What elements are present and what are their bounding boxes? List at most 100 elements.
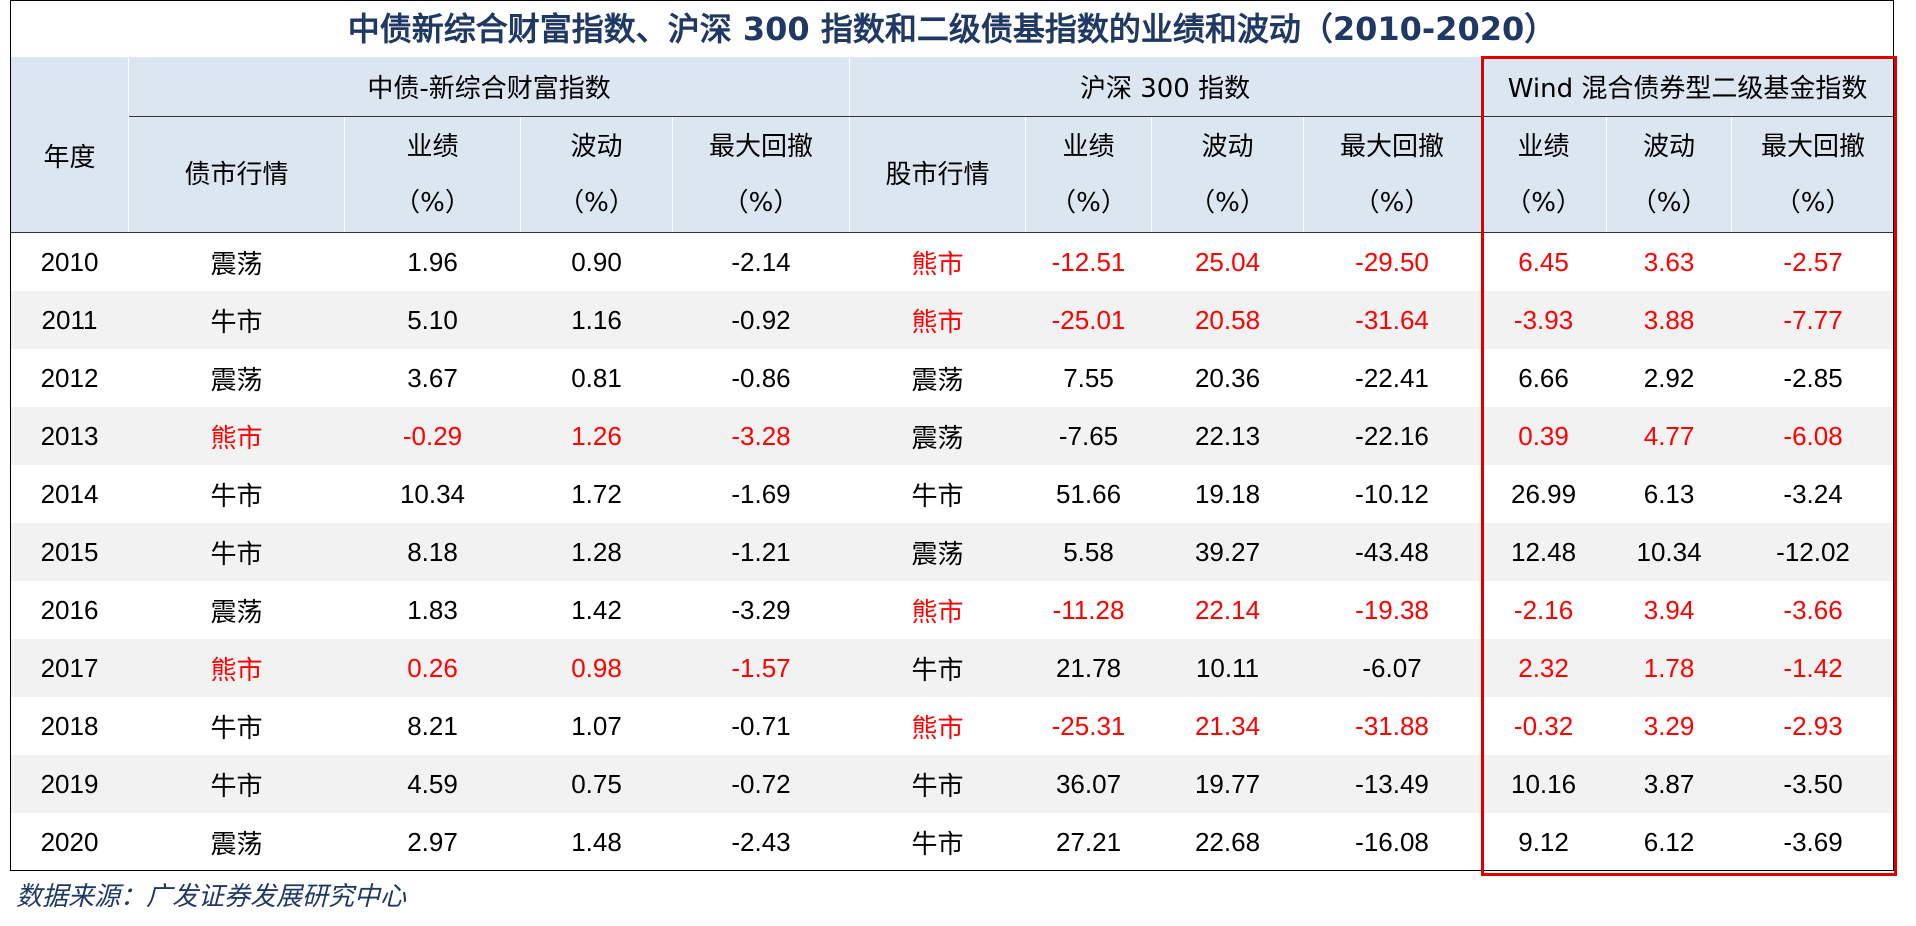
- column-label: 债市行情: [184, 159, 289, 190]
- column-unit: （%）: [1050, 187, 1127, 218]
- column-header: 业绩 （%）: [1480, 116, 1608, 233]
- cell: 2.97: [407, 826, 458, 857]
- table-row: 2015 牛市 8.18 1.28 -1.21 震荡 5.58 39.27 -43.48 12.4…: [10, 523, 1895, 581]
- cell: 19.18: [1194, 478, 1261, 509]
- column-header: 股市行情: [849, 116, 1027, 233]
- cell: 21.34: [1194, 710, 1261, 741]
- cell: -11.28: [1052, 594, 1125, 625]
- cell: 震荡: [210, 249, 263, 280]
- cell: 牛市: [128, 523, 345, 581]
- column-unit: （%）: [1189, 187, 1266, 218]
- year-cell: 2012: [40, 362, 99, 393]
- group-header: 中债-新综合财富指数: [127, 56, 851, 117]
- column-unit: （%）: [1353, 187, 1431, 218]
- table-row: 2017 熊市 0.26 0.98 -1.57 牛市 21.78 10.11 -6.07 2.32…: [10, 639, 1895, 697]
- column-header: 最大回撤 （%）: [671, 116, 851, 233]
- cell: 8.21: [407, 710, 458, 741]
- cell: -3.24: [1783, 478, 1843, 509]
- cell: -25.31: [1051, 710, 1126, 741]
- cell: -1.42: [1731, 639, 1895, 697]
- cell: 牛市: [128, 291, 345, 349]
- cell: -6.08: [1731, 407, 1895, 465]
- cell: 10.11: [1151, 639, 1304, 697]
- cell: 36.07: [1025, 755, 1152, 813]
- cell: 0.39: [1480, 407, 1607, 465]
- cell: -2.16: [1513, 594, 1574, 625]
- table-row: 2012 震荡 3.67 0.81 -0.86 震荡 7.55 20.36 -22.41 6.66…: [11, 349, 1895, 407]
- cell: 牛市: [849, 639, 1026, 697]
- cell: 22.68: [1194, 826, 1261, 857]
- table-body: 2010 震荡 1.96 0.90 -2.14 熊市 -12.51 25.04 -29.50 6.…: [10, 233, 1895, 872]
- cell: 5.10: [344, 291, 521, 349]
- group-header: Wind 混合债券型二级基金指数: [1480, 56, 1896, 117]
- cell: -7.65: [1025, 407, 1152, 465]
- cell: -2.93: [1783, 710, 1843, 741]
- cell: -0.86: [731, 362, 791, 393]
- cell: 震荡: [849, 523, 1026, 581]
- cell: 3.94: [1643, 594, 1695, 625]
- column-header: 波动 （%）: [1606, 116, 1733, 233]
- column-unit: （%）: [722, 187, 800, 218]
- cell: -25.01: [1025, 291, 1152, 349]
- highlight-box: [1481, 56, 1897, 876]
- cell: -1.21: [672, 523, 850, 581]
- cell: -10.12: [1355, 478, 1429, 509]
- cell: 5.58: [1025, 523, 1152, 581]
- year-cell: 2014: [40, 478, 99, 509]
- table-row: 2013 熊市 -0.29 1.26 -3.28 震荡 -7.65 22.13 -22.16 0.…: [10, 407, 1895, 465]
- cell: 6.12: [1643, 826, 1695, 857]
- cell: 0.90: [571, 246, 622, 277]
- cell: 7.55: [1063, 362, 1114, 393]
- cell: -22.16: [1303, 407, 1481, 465]
- cell: -31.88: [1355, 710, 1429, 741]
- column-label: 波动: [570, 131, 623, 162]
- cell: -12.51: [1051, 246, 1126, 277]
- cell: 26.99: [1511, 478, 1577, 509]
- cell: -2.85: [1783, 362, 1843, 393]
- cell: 牛市: [210, 481, 263, 512]
- year-cell: 2018: [40, 710, 99, 741]
- year-cell: 2017: [10, 639, 129, 697]
- column-unit: （%）: [558, 187, 635, 218]
- table-row: 2011 牛市 5.10 1.16 -0.92 熊市 -25.01 20.58 -31.64 -3…: [10, 291, 1895, 349]
- cell: -29.50: [1355, 246, 1429, 277]
- table-row: 2014 牛市 10.34 1.72 -1.69 牛市 51.66 19.18 -10.12 26…: [11, 465, 1895, 523]
- table-row: 2016 震荡 1.83 1.42 -3.29 熊市 -11.28 22.14 -19.38 -2…: [11, 581, 1895, 639]
- column-header: 最大回撤 （%）: [1303, 116, 1482, 233]
- column-header-row: 债市行情 业绩 （%） 波动 （%） 最大回撤 （%） 股市行情 业绩 （%） 波动 （%） 最大回撤 （…: [11, 116, 1896, 233]
- cell: 25.04: [1194, 246, 1261, 277]
- group-header: 沪深 300 指数: [849, 56, 1482, 117]
- table-row: 2020 震荡 2.97 1.48 -2.43 牛市 27.21 22.68 -16.08 9.1…: [11, 813, 1895, 871]
- cell: 牛市: [128, 755, 345, 813]
- table-row: 2010 震荡 1.96 0.90 -2.14 熊市 -12.51 25.04 -29.50 6.…: [11, 233, 1895, 292]
- column-header: 最大回撤 （%）: [1731, 116, 1896, 233]
- data-table: 年度 中债-新综合财富指数 沪深 300 指数 Wind 混合债券型二级基金指数 债…: [10, 56, 1896, 872]
- year-cell: 2011: [10, 291, 129, 349]
- cell: 21.78: [1025, 639, 1152, 697]
- cell: -3.28: [672, 407, 850, 465]
- cell: -0.32: [1513, 710, 1574, 741]
- column-header: 波动 （%）: [1151, 116, 1305, 233]
- year-cell: 2010: [40, 246, 99, 277]
- cell: 3.87: [1606, 755, 1732, 813]
- year-header: 年度: [10, 56, 129, 233]
- cell: 3.88: [1606, 291, 1732, 349]
- cell: -19.38: [1355, 594, 1429, 625]
- year-cell: 2020: [40, 826, 99, 857]
- cell: -2.14: [731, 246, 791, 277]
- cell: 27.21: [1055, 826, 1122, 857]
- cell: 20.58: [1151, 291, 1304, 349]
- group-header-row: 年度 中债-新综合财富指数 沪深 300 指数 Wind 混合债券型二级基金指数: [10, 56, 1896, 233]
- cell: 22.13: [1151, 407, 1304, 465]
- cell: 牛市: [911, 829, 964, 860]
- cell: 1.07: [571, 710, 622, 741]
- column-label: 最大回撤: [709, 131, 814, 162]
- cell: 0.81: [571, 362, 622, 393]
- cell: 19.77: [1151, 755, 1304, 813]
- column-header: 业绩 （%）: [344, 116, 521, 233]
- column-unit: （%）: [1630, 187, 1708, 218]
- cell: 1.48: [571, 826, 622, 857]
- cell: 牛市: [210, 713, 263, 744]
- cell: 震荡: [911, 365, 964, 396]
